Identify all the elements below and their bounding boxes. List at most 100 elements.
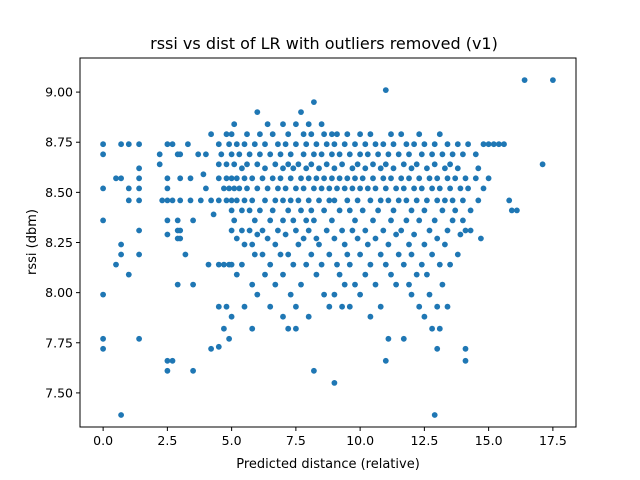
data-point: [233, 235, 240, 242]
data-point: [382, 87, 389, 93]
data-point: [287, 151, 294, 158]
data-point: [339, 303, 345, 310]
data-point: [357, 185, 363, 192]
data-point: [457, 185, 464, 192]
data-point: [375, 151, 381, 158]
data-point: [377, 251, 384, 258]
data-point: [177, 227, 184, 234]
data-point: [231, 161, 238, 168]
data-point: [203, 151, 209, 158]
data-point: [233, 197, 240, 204]
data-point: [452, 207, 459, 214]
data-point: [539, 161, 546, 168]
data-point: [215, 141, 222, 148]
data-point: [280, 121, 286, 128]
data-point: [303, 165, 310, 172]
data-point: [113, 175, 119, 182]
data-point: [370, 217, 376, 224]
data-point: [452, 175, 459, 182]
data-point: [169, 141, 176, 148]
data-point: [550, 77, 556, 83]
data-point: [354, 235, 361, 242]
data-point: [254, 185, 261, 192]
data-point: [444, 303, 451, 310]
data-point: [331, 291, 338, 298]
data-point: [298, 175, 304, 182]
data-point: [125, 141, 132, 148]
data-point: [321, 291, 327, 298]
data-point: [280, 165, 286, 172]
data-point: [465, 185, 471, 192]
data-point: [329, 131, 335, 138]
data-point: [164, 231, 171, 238]
data-point: [429, 251, 435, 258]
data-point: [439, 207, 446, 214]
data-point: [226, 185, 233, 192]
data-point: [436, 185, 443, 192]
data-point: [267, 217, 274, 224]
data-point: [164, 357, 171, 364]
data-point: [501, 141, 507, 148]
data-point: [429, 325, 435, 332]
data-point: [421, 241, 428, 248]
data-point: [349, 165, 356, 172]
data-point: [321, 175, 327, 182]
data-point: [326, 251, 333, 258]
y-tick-label: 7.50: [45, 385, 73, 400]
data-point: [233, 141, 240, 148]
data-point: [305, 121, 312, 128]
data-point: [215, 197, 222, 204]
data-point: [290, 217, 297, 224]
data-point: [426, 291, 433, 298]
data-point: [269, 175, 276, 182]
data-point: [485, 141, 492, 148]
data-point: [321, 131, 327, 138]
data-point: [282, 141, 289, 148]
data-point: [205, 261, 212, 268]
data-point: [334, 131, 340, 138]
data-point: [100, 151, 106, 158]
data-point: [308, 161, 315, 168]
data-point: [313, 175, 320, 182]
data-point: [226, 141, 233, 148]
data-point: [413, 161, 420, 168]
data-point: [346, 303, 353, 310]
data-point: [136, 141, 143, 148]
data-point: [354, 197, 361, 204]
data-point: [293, 141, 299, 148]
data-point: [246, 227, 253, 234]
data-point: [329, 151, 335, 158]
data-point: [280, 217, 286, 224]
data-point: [136, 197, 143, 204]
data-point: [382, 261, 389, 268]
data-point: [344, 175, 351, 182]
data-point: [336, 151, 343, 158]
data-point: [377, 303, 384, 310]
data-point: [164, 197, 171, 204]
data-point: [174, 217, 181, 224]
data-point: [434, 303, 441, 310]
data-point: [293, 185, 299, 192]
data-point: [241, 303, 248, 310]
data-point: [223, 303, 230, 310]
data-point: [190, 217, 197, 224]
data-point: [241, 175, 248, 182]
data-point: [508, 207, 515, 214]
data-point: [100, 141, 106, 148]
data-point: [424, 165, 430, 172]
data-point: [311, 151, 317, 158]
data-point: [223, 197, 230, 204]
data-point: [418, 185, 425, 192]
x-axis: 0.0 2.5 5.0 7.5 10.0 12.5 15.0 17.5: [93, 427, 567, 448]
data-point: [331, 197, 338, 204]
data-point: [352, 175, 358, 182]
data-point: [300, 235, 307, 242]
data-point: [385, 197, 392, 204]
data-point: [462, 227, 469, 234]
data-point: [436, 131, 443, 138]
data-point: [413, 197, 420, 204]
data-point: [485, 175, 492, 182]
data-point: [298, 109, 304, 115]
data-point: [416, 175, 423, 182]
